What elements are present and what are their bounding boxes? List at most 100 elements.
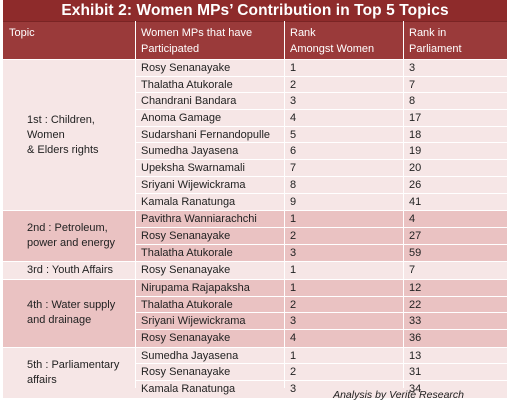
row-divider [135,192,507,194]
mp-name: Sumedha Jayasena [141,349,239,362]
header-rank-in-parliament: Rank in Parliament [409,27,462,55]
table-row: Kamala Ranatunga 9 41 [3,194,507,211]
rank-in-parliament: 33 [409,315,422,328]
rank-in-parliament: 20 [409,162,422,175]
rank-amongst-women: 6 [290,145,297,158]
table-body: 1st : Children, Women & Elders rights Rosy… [3,59,507,398]
table-row: Sriyani Wijewickrama 8 26 [3,177,507,194]
rank-in-parliament: 19 [409,145,422,158]
rank-amongst-women: 3 [290,246,297,259]
topic-label: 1st : Children, Women & Elders rights [27,113,99,156]
rank-in-parliament: 12 [409,281,422,294]
topic-group: 5th : Parliamentary affairs Sumedha Jayase… [3,346,507,398]
column-divider [284,21,285,388]
table-row: Upeksha Swarnamali 7 20 [3,160,507,177]
table-row: Rosy Senanayake 1 7 [3,262,507,279]
column-divider [135,21,136,388]
mp-name: Kamala Ranatunga [141,383,236,396]
row-divider [135,125,507,127]
mp-name: Rosy Senanayake [141,229,231,242]
table-row: Anoma Gamage 4 17 [3,110,507,127]
rank-in-parliament: 26 [409,178,422,191]
exhibit-table: Exhibit 2: Women MPs’ Contribution in To… [3,0,507,398]
mp-name: Chandrani Bandara [141,95,237,108]
mp-name: Sriyani Wijewickrama [141,315,246,328]
row-divider [135,312,507,314]
row-divider [135,329,507,330]
rank-amongst-women: 4 [290,332,297,344]
mp-name: Upeksha Swarnamali [141,162,245,175]
table-row: Pavithra Wanniarachchi 1 4 [3,211,507,228]
rank-amongst-women: 1 [290,62,297,74]
mp-name: Nirupama Rajapaksha [141,281,250,294]
rank-in-parliament: 59 [409,246,422,259]
row-divider [135,380,507,382]
mp-name: Rosy Senanayake [141,264,231,277]
row-divider [135,226,507,228]
table-row: Kamala Ranatunga 3 34 [3,381,507,398]
header-women-mps: Women MPs that have Participated [141,27,253,55]
table-row: Sriyani Wijewickrama 3 33 [3,313,507,330]
rank-amongst-women: 2 [290,78,297,91]
mp-name: Thalatha Atukorale [141,78,233,91]
topic-group: 1st : Children, Women & Elders rights Rosy… [3,59,507,211]
header-rank-amongst-women: Rank Amongst Women [290,27,375,55]
table-row: Rosy Senanayake 1 3 [3,60,507,77]
row-divider [135,159,507,161]
rank-in-parliament: 36 [409,332,422,344]
mp-name: Anoma Gamage [141,112,222,125]
rank-amongst-women: 1 [290,349,297,362]
rank-in-parliament: 7 [409,78,416,91]
mp-name: Rosy Senanayake [141,332,231,344]
topic-group: 3rd : Youth Affairs Rosy Senanayake 1 7 [3,261,507,279]
row-divider [135,295,507,297]
exhibit-title: Exhibit 2: Women MPs’ Contribution in To… [3,0,507,21]
topic-group: 4th : Water supply and drainage Nirupama R… [3,278,507,347]
table-row: Sumedha Jayasena 6 19 [3,143,507,161]
rank-in-parliament: 34 [409,383,422,396]
rank-in-parliament: 41 [409,195,422,208]
mp-name: Sudarshani Fernandopulle [141,128,271,141]
rank-in-parliament: 17 [409,112,422,125]
rank-in-parliament: 3 [409,62,416,74]
row-divider [135,175,507,177]
table-row: Thalatha Atukorale 3 59 [3,245,507,262]
topic-label: 5th : Parliamentary affairs [27,358,120,386]
rank-in-parliament: 8 [409,95,416,108]
table-row: Sumedha Jayasena 1 13 [3,348,507,365]
rank-amongst-women: 9 [290,195,297,208]
mp-name: Thalatha Atukorale [141,298,233,311]
table-header: Topic Women MPs that have Participated R… [3,21,507,59]
rank-amongst-women: 1 [290,213,297,226]
rank-in-parliament: 22 [409,298,422,311]
topic-group: 2nd : Petroleum, power and energy Pavithra… [3,210,507,262]
rank-in-parliament: 27 [409,229,422,242]
row-divider [135,75,507,77]
table-row: Nirupama Rajapaksha 1 12 [3,280,507,297]
rank-amongst-women: 8 [290,178,297,191]
topic-label: 3rd : Youth Affairs [27,264,114,277]
rank-amongst-women: 7 [290,162,297,175]
column-divider [403,21,404,388]
rank-amongst-women: 2 [290,366,297,379]
rank-amongst-women: 2 [290,229,297,242]
row-divider [135,142,507,144]
table-row: Thalatha Atukorale 2 22 [3,297,507,314]
rank-in-parliament: 7 [409,264,416,277]
rank-in-parliament: 13 [409,349,422,362]
table-row: Thalatha Atukorale 2 7 [3,77,507,94]
table-row: Rosy Senanayake 4 36 [3,330,507,347]
rank-amongst-women: 3 [290,95,297,108]
rank-amongst-women: 4 [290,112,297,125]
table-row: Chandrani Bandara 3 8 [3,93,507,111]
rank-amongst-women: 1 [290,264,297,277]
mp-name: Rosy Senanayake [141,366,231,379]
header-topic: Topic [9,27,35,39]
rank-amongst-women: 3 [290,383,297,396]
table-row: Rosy Senanayake 2 31 [3,364,507,382]
table-row: Rosy Senanayake 2 27 [3,228,507,245]
mp-name: Kamala Ranatunga [141,195,236,208]
row-divider [135,92,507,94]
topic-label: 2nd : Petroleum, power and energy [27,222,116,250]
row-divider [135,363,507,365]
